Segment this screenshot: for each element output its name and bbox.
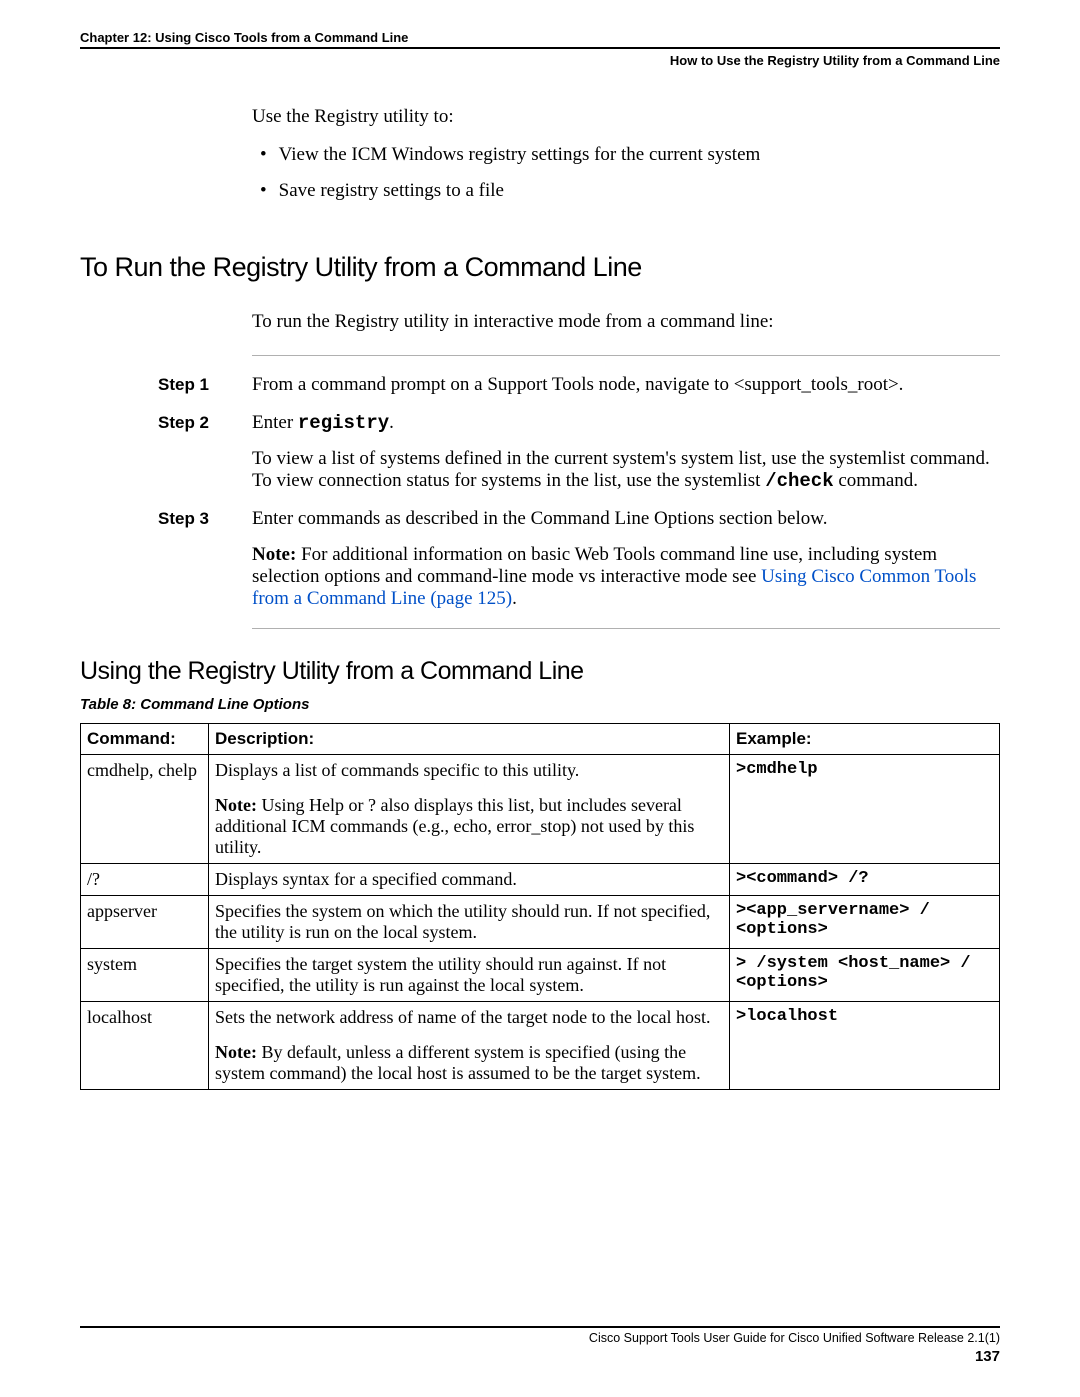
- description-cell: Specifies the target system the utility …: [209, 949, 730, 1002]
- description-cell: Specifies the system on which the utilit…: [209, 896, 730, 949]
- command-options-table: Command: Description: Example: cmdhelp, …: [80, 723, 1000, 1090]
- table-header: Command:: [81, 724, 209, 755]
- chapter-title: Chapter 12: Using Cisco Tools from a Com…: [80, 30, 1000, 45]
- bullet-item: Save registry settings to a file: [252, 180, 1000, 202]
- steps-list: Step 1 From a command prompt on a Suppor…: [158, 374, 1000, 610]
- description-cell: Displays a list of commands specific to …: [209, 755, 730, 864]
- example-cell: ><app_servername> / <options>: [730, 896, 1000, 949]
- step-body: Enter commands as described in the Comma…: [252, 508, 1000, 610]
- table-row: /?Displays syntax for a specified comman…: [81, 864, 1000, 896]
- table-row: systemSpecifies the target system the ut…: [81, 949, 1000, 1002]
- step-row: Step 3 Enter commands as described in th…: [158, 508, 1000, 610]
- footer-guide: Cisco Support Tools User Guide for Cisco…: [589, 1331, 1000, 1345]
- page-footer: Cisco Support Tools User Guide for Cisco…: [80, 1326, 1000, 1365]
- divider: [252, 628, 1000, 629]
- table-row: appserverSpecifies the system on which t…: [81, 896, 1000, 949]
- step-body: Enter registry. To view a list of system…: [252, 412, 1000, 492]
- heading-run-utility: To Run the Registry Utility from a Comma…: [80, 252, 1000, 283]
- intro-text: Use the Registry utility to:: [252, 106, 1000, 128]
- command-cell: system: [81, 949, 209, 1002]
- bullet-list: View the ICM Windows registry settings f…: [252, 144, 1000, 202]
- heading-using-utility: Using the Registry Utility from a Comman…: [80, 657, 1000, 686]
- step-row: Step 1 From a command prompt on a Suppor…: [158, 374, 1000, 396]
- example-cell: >localhost: [730, 1002, 1000, 1090]
- command-cell: appserver: [81, 896, 209, 949]
- divider: [252, 355, 1000, 356]
- table-row: cmdhelp, chelpDisplays a list of command…: [81, 755, 1000, 864]
- step-label: Step 2: [158, 412, 252, 492]
- example-cell: > /system <host_name> / <options>: [730, 949, 1000, 1002]
- step-label: Step 3: [158, 508, 252, 610]
- step-row: Step 2 Enter registry. To view a list of…: [158, 412, 1000, 492]
- table-header: Example:: [730, 724, 1000, 755]
- step-label: Step 1: [158, 374, 252, 396]
- command-cell: /?: [81, 864, 209, 896]
- step-body: From a command prompt on a Support Tools…: [252, 374, 1000, 396]
- description-cell: Sets the network address of name of the …: [209, 1002, 730, 1090]
- command-cell: cmdhelp, chelp: [81, 755, 209, 864]
- bullet-item: View the ICM Windows registry settings f…: [252, 144, 1000, 166]
- table-caption: Table 8: Command Line Options: [80, 696, 1000, 713]
- command-cell: localhost: [81, 1002, 209, 1090]
- lead-text: To run the Registry utility in interacti…: [252, 311, 1000, 333]
- table-header: Description:: [209, 724, 730, 755]
- description-cell: Displays syntax for a specified command.: [209, 864, 730, 896]
- section-title: How to Use the Registry Utility from a C…: [80, 53, 1000, 68]
- page-number: 137: [80, 1348, 1000, 1365]
- example-cell: >cmdhelp: [730, 755, 1000, 864]
- table-row: localhostSets the network address of nam…: [81, 1002, 1000, 1090]
- example-cell: ><command> /?: [730, 864, 1000, 896]
